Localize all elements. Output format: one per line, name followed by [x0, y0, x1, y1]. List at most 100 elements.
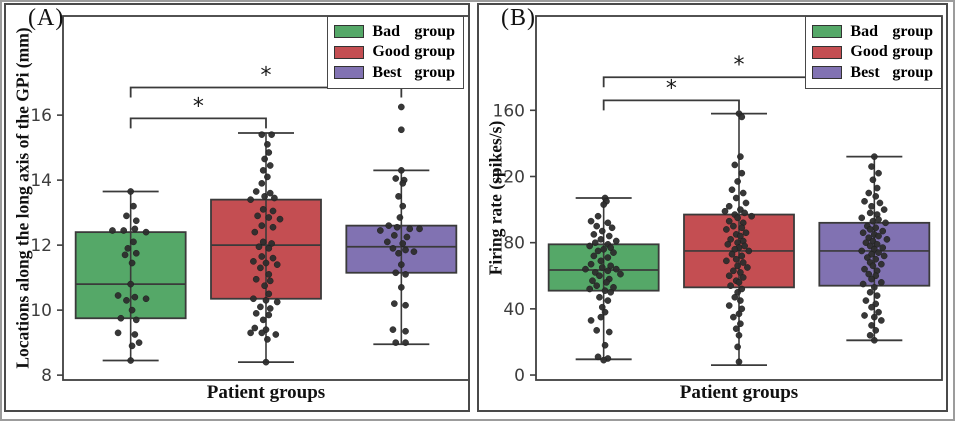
- data-point: [402, 339, 409, 346]
- legend-item-best-group: Best group: [812, 64, 933, 82]
- data-point: [397, 103, 405, 111]
- data-point: [269, 254, 277, 262]
- best-group-color-swatch-icon: [334, 66, 365, 79]
- data-point: [604, 254, 612, 261]
- data-point: [861, 312, 868, 319]
- data-point: [114, 329, 122, 337]
- data-point: [399, 180, 407, 187]
- data-point: [863, 254, 871, 261]
- data-point: [734, 214, 741, 222]
- data-point: [879, 244, 887, 251]
- legend-b: Bad group Good group Best group: [805, 16, 942, 89]
- data-point: [735, 279, 743, 286]
- legend-label: Good group: [372, 43, 455, 60]
- data-point: [591, 239, 599, 247]
- data-point: [127, 357, 135, 364]
- data-point: [590, 252, 598, 260]
- data-point: [723, 226, 730, 233]
- data-point: [389, 245, 397, 252]
- data-point: [875, 232, 882, 240]
- data-point: [879, 227, 887, 235]
- data-point: [392, 339, 400, 346]
- data-point: [731, 161, 739, 169]
- data-point: [399, 240, 407, 247]
- data-point: [737, 269, 744, 276]
- data-point: [861, 265, 868, 273]
- data-point: [732, 194, 740, 202]
- data-point: [392, 269, 400, 277]
- data-point: [265, 149, 273, 156]
- data-point: [259, 167, 267, 174]
- data-point: [406, 225, 414, 233]
- data-point: [868, 163, 875, 170]
- data-point: [135, 339, 143, 346]
- data-point: [875, 249, 882, 256]
- data-point: [114, 292, 122, 299]
- data-point: [859, 280, 867, 288]
- boxplot-bad-group: [74, 188, 187, 364]
- data-point: [742, 199, 750, 207]
- legend-a: Bad group Good group Best group: [327, 16, 464, 89]
- data-point: [250, 258, 257, 265]
- data-point: [587, 317, 595, 324]
- data-point: [745, 247, 753, 255]
- data-point: [866, 288, 874, 296]
- data-point: [273, 298, 281, 306]
- data-point: [742, 229, 750, 237]
- panel-b-tag: (B): [501, 5, 536, 31]
- y-tick-label: 16: [30, 106, 52, 126]
- data-point: [882, 219, 889, 227]
- data-point: [593, 282, 601, 290]
- data-point: [728, 250, 736, 258]
- data-point: [725, 217, 733, 225]
- significance-asterisk: *: [261, 64, 272, 89]
- data-point: [731, 293, 739, 301]
- data-point: [872, 192, 880, 200]
- data-point: [383, 238, 391, 246]
- data-point: [127, 280, 135, 288]
- data-point: [262, 259, 270, 267]
- data-point: [128, 306, 136, 314]
- data-point: [247, 329, 254, 337]
- data-point: [254, 212, 261, 220]
- data-point: [738, 252, 746, 260]
- data-point: [251, 228, 259, 236]
- data-point: [872, 327, 880, 334]
- legend-label: Good group: [850, 43, 933, 60]
- data-point: [390, 300, 398, 307]
- data-point: [397, 126, 405, 134]
- data-point: [598, 227, 606, 235]
- scatter-points-bad-group: [582, 194, 624, 364]
- data-point: [402, 246, 409, 254]
- data-point: [264, 336, 271, 343]
- data-point: [128, 259, 136, 267]
- boxplot-best-group: [818, 153, 931, 344]
- y-tick-label: 12: [30, 236, 52, 256]
- legend-item-good-group: Good group: [334, 43, 455, 61]
- data-point: [600, 245, 608, 253]
- data-point: [875, 308, 882, 316]
- data-point: [735, 358, 743, 366]
- data-point: [392, 175, 400, 182]
- data-point: [737, 153, 744, 160]
- data-point: [593, 327, 601, 334]
- data-point: [594, 353, 602, 361]
- legend-item-best-group: Best group: [334, 64, 455, 82]
- y-tick-label: 0: [514, 366, 525, 386]
- data-point: [732, 325, 740, 333]
- data-point: [725, 272, 733, 280]
- data-point: [737, 297, 744, 304]
- data-point: [402, 271, 409, 278]
- data-point: [142, 228, 150, 236]
- data-point: [257, 303, 264, 311]
- scatter-points-best-group: [858, 153, 891, 344]
- data-point: [877, 260, 885, 268]
- y-tick-label: 8: [41, 366, 52, 386]
- good-group-color-swatch-icon: [812, 45, 843, 59]
- data-point: [397, 284, 405, 291]
- data-point: [741, 242, 748, 250]
- data-point: [259, 238, 267, 246]
- data-point: [117, 314, 125, 322]
- data-point: [858, 247, 866, 255]
